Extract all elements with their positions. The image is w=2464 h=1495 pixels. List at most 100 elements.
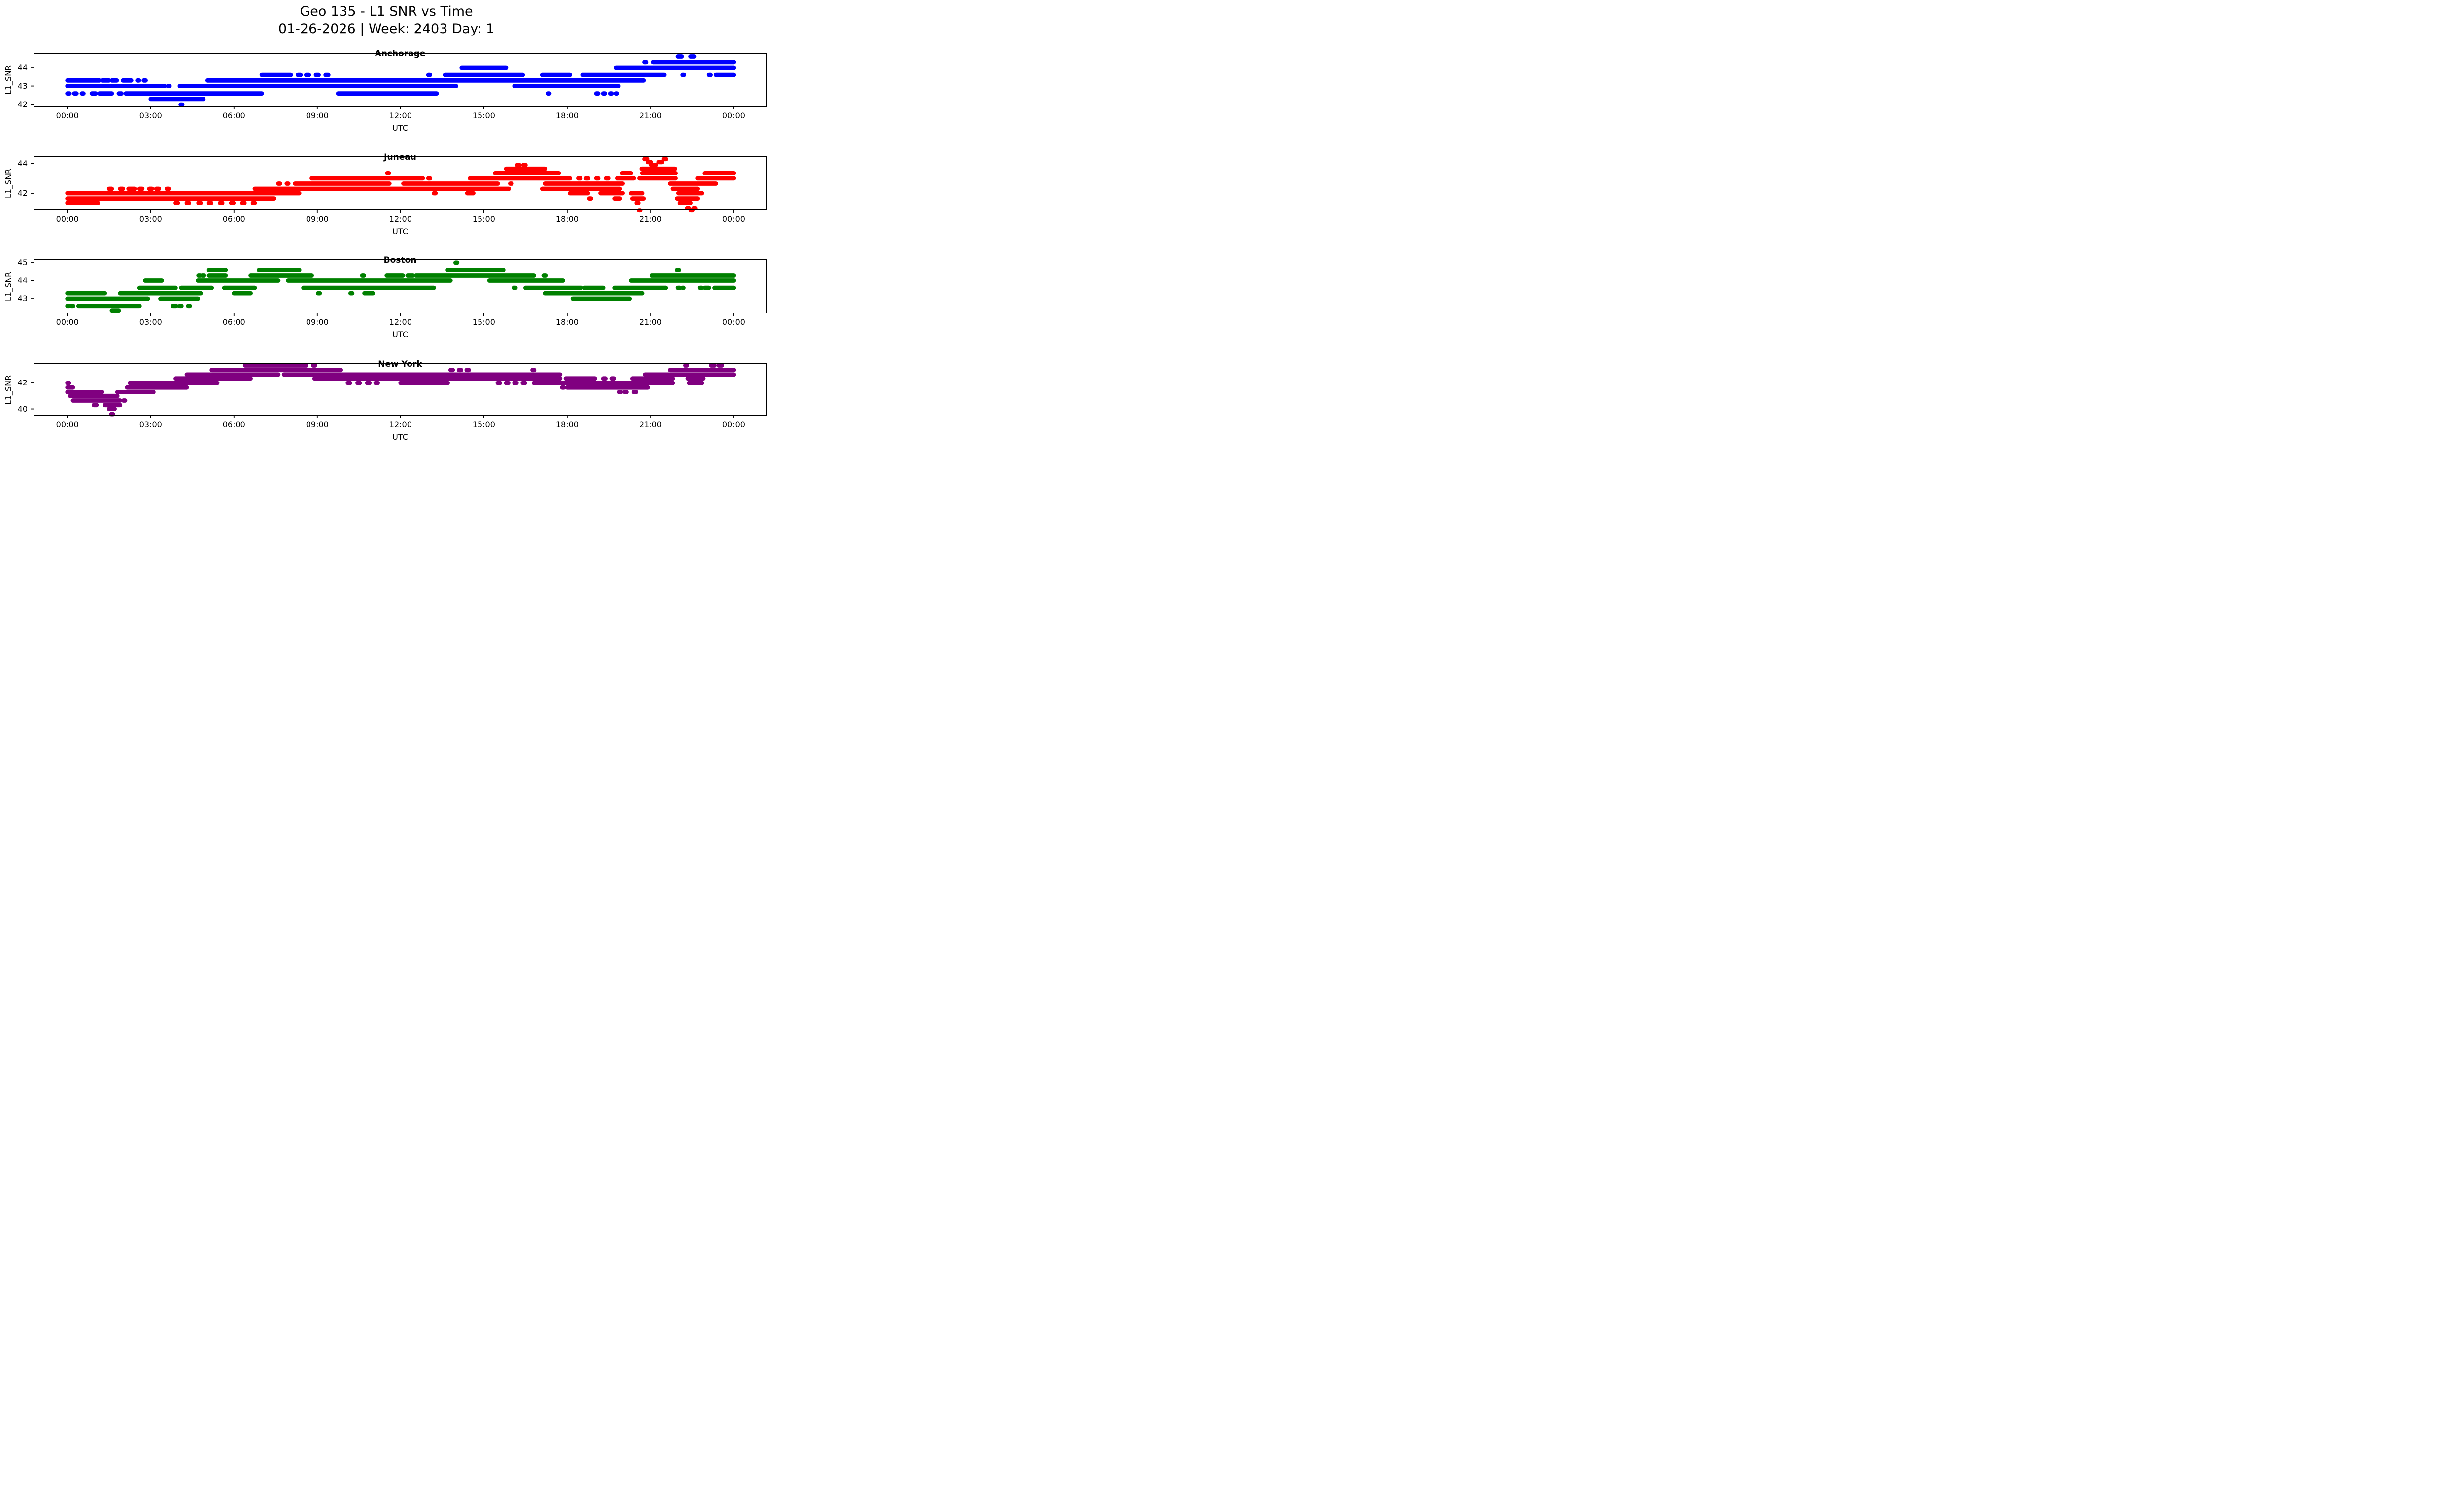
scatter-band <box>154 186 161 191</box>
scatter-band <box>232 291 253 296</box>
scatter-band <box>69 304 75 309</box>
x-tick-label: 06:00 <box>222 214 245 224</box>
scatter-band <box>179 285 214 290</box>
scatter-band <box>643 372 736 377</box>
scatter-band <box>173 376 253 381</box>
scatter-band <box>521 163 528 168</box>
scatter-band <box>680 72 686 77</box>
x-tick-label: 03:00 <box>139 317 162 327</box>
scatter-band <box>398 381 450 385</box>
scatter-band <box>620 171 633 175</box>
scatter-band <box>311 363 317 368</box>
x-tick-label: 00:00 <box>56 214 79 224</box>
scatter-band <box>313 72 321 77</box>
x-tick-label: 09:00 <box>306 214 329 224</box>
scatter-band <box>68 393 120 398</box>
x-tick-label: 12:00 <box>389 420 412 429</box>
scatter-band <box>677 201 693 205</box>
scatter-band <box>116 91 124 96</box>
scatter-band <box>702 171 736 175</box>
scatter-band <box>464 368 471 373</box>
scatter-band <box>365 381 372 385</box>
scatter-band <box>512 84 621 88</box>
scatter-band <box>456 368 464 373</box>
scatter-band <box>173 201 180 205</box>
scatter-band <box>316 291 322 296</box>
x-tick-label: 12:00 <box>389 214 412 224</box>
x-tick-label: 12:00 <box>389 317 412 327</box>
scatter-band <box>668 181 718 186</box>
scatter-band <box>206 268 228 272</box>
scatter-band <box>401 181 500 186</box>
scatter-band <box>91 403 99 408</box>
scatter-band <box>650 273 736 278</box>
scatter-band <box>601 376 608 381</box>
scatter-band <box>706 72 713 77</box>
x-tick-label: 09:00 <box>306 111 329 120</box>
scatter-band <box>276 181 282 186</box>
scatter-band <box>385 171 391 175</box>
scatter-band <box>639 166 677 171</box>
scatter-band <box>373 381 380 385</box>
y-tick-label: 42 <box>17 100 28 109</box>
x-tick-label: 00:00 <box>722 317 745 327</box>
x-tick-label: 18:00 <box>555 111 579 120</box>
x-tick-label: 09:00 <box>306 317 329 327</box>
scatter-band <box>252 186 511 191</box>
scatter-band <box>612 285 668 290</box>
figure-title-line1: Geo 135 - L1 SNR vs Time <box>300 4 473 19</box>
x-tick-label: 18:00 <box>555 317 579 327</box>
scatter-band <box>512 381 519 385</box>
x-tick-label: 06:00 <box>222 317 245 327</box>
scatter-band <box>177 304 184 309</box>
scatter-band <box>629 191 645 196</box>
scatter-band <box>617 390 623 394</box>
x-tick-label: 12:00 <box>389 111 412 120</box>
scatter-band <box>695 176 736 181</box>
scatter-band <box>540 186 622 191</box>
scatter-band <box>242 363 308 368</box>
scatter-band <box>323 72 331 77</box>
scatter-band <box>125 385 189 390</box>
scatter-band <box>668 368 736 373</box>
scatter-band <box>601 91 607 96</box>
scatter-band <box>200 273 206 278</box>
scatter-band <box>426 72 432 77</box>
scatter-plot-new-york <box>31 363 767 418</box>
scatter-band <box>165 186 171 191</box>
scatter-band <box>594 176 601 181</box>
scatter-band <box>97 91 114 96</box>
scatter-band <box>615 176 636 181</box>
scatter-band <box>148 97 206 102</box>
scatter-band <box>697 285 704 290</box>
scatter-band <box>184 201 191 205</box>
scatter-band <box>546 91 552 96</box>
scatter-band <box>468 176 572 181</box>
scatter-band <box>115 390 156 394</box>
scatter-band <box>675 196 700 201</box>
x-tick-label: 09:00 <box>306 420 329 429</box>
scatter-band <box>65 390 104 394</box>
scatter-band <box>206 273 228 278</box>
x-tick-label: 18:00 <box>555 214 579 224</box>
scatter-band <box>304 72 311 77</box>
scatter-band <box>137 186 145 191</box>
x-tick-label: 15:00 <box>472 111 495 120</box>
scatter-band <box>209 368 343 373</box>
scatter-band <box>70 398 123 403</box>
scatter-band <box>676 191 704 196</box>
x-tick-label: 00:00 <box>56 420 79 429</box>
scatter-band <box>100 78 111 83</box>
scatter-band <box>631 390 638 394</box>
x-tick-label: 21:00 <box>639 214 662 224</box>
scatter-band <box>487 278 565 283</box>
scatter-band <box>582 285 606 290</box>
scatter-band <box>106 186 114 191</box>
scatter-band <box>65 191 302 196</box>
scatter-plot-boston <box>31 259 767 316</box>
scatter-band <box>259 72 293 77</box>
scatter-band <box>543 181 625 186</box>
scatter-band <box>675 268 681 272</box>
scatter-band <box>121 78 134 83</box>
scatter-band <box>576 176 583 181</box>
